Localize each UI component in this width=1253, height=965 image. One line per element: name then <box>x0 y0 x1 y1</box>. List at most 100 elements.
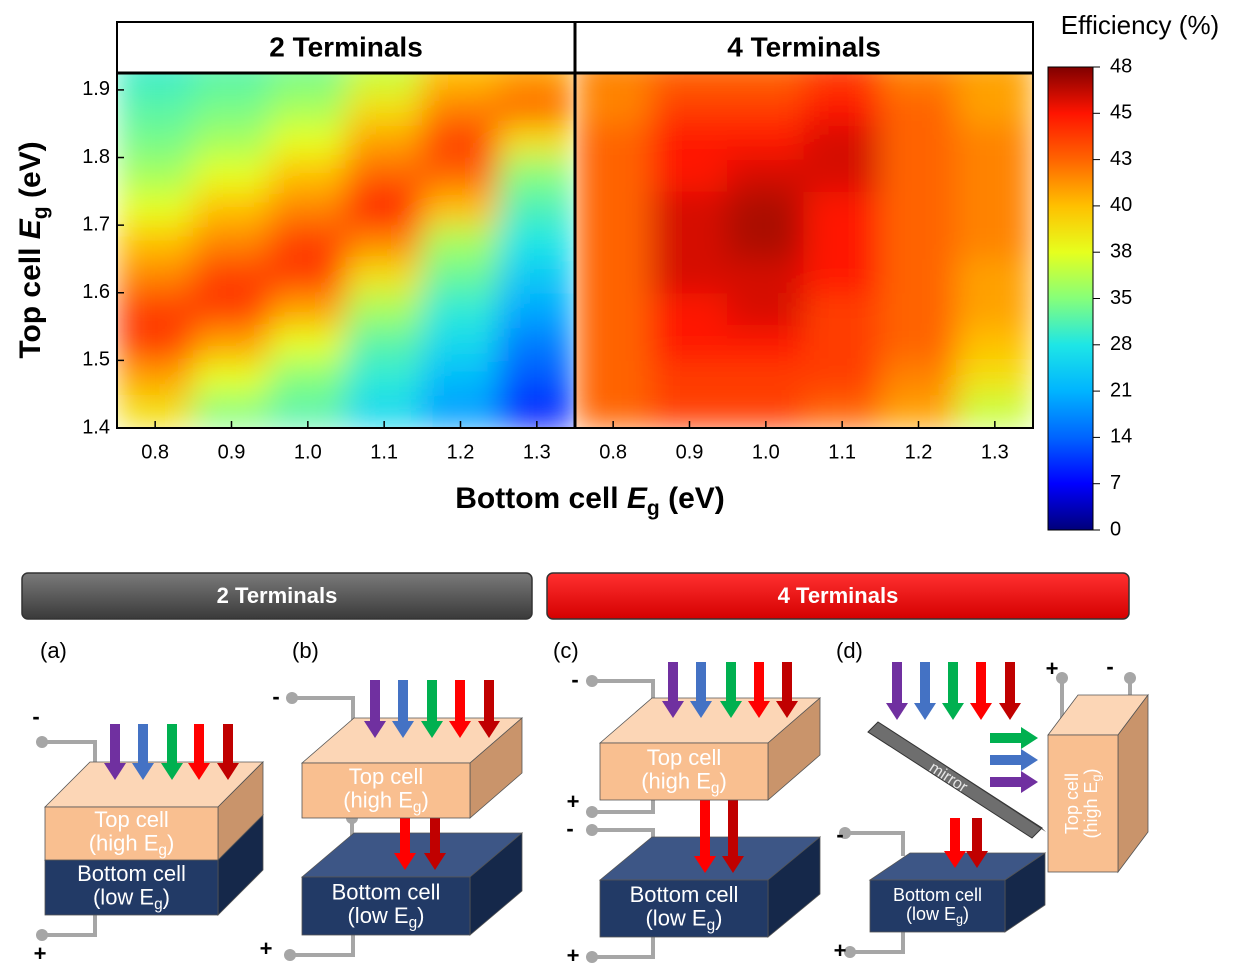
y-tick-label: 1.5 <box>82 349 110 371</box>
heatmap-cells <box>117 56 576 429</box>
heatmap-cell <box>804 157 881 192</box>
heatmap-cell <box>804 89 881 124</box>
heatmap-cell <box>117 326 194 361</box>
heatmap-cell <box>498 89 575 124</box>
colorbar-tick-label: 28 <box>1110 333 1132 355</box>
light-arrow <box>976 662 986 704</box>
heatmap-cell <box>269 191 346 226</box>
light-arrow <box>990 733 1022 743</box>
heatmap-cell <box>956 157 1033 192</box>
figure: 2 Terminals0.80.91.01.11.21.34 Terminals… <box>0 0 1253 965</box>
heatmap-cell <box>498 360 575 395</box>
cell-name: Bottom cell <box>332 880 441 905</box>
light-arrow-head <box>942 703 964 720</box>
wire <box>42 915 95 935</box>
heatmap-cell <box>804 292 881 327</box>
light-arrow <box>398 680 408 722</box>
cell-bandgap-part: (high E <box>641 768 711 793</box>
cell-bandgap-part: g <box>956 913 963 927</box>
heatmap-cell <box>804 191 881 226</box>
light-arrow-head <box>999 703 1021 720</box>
heatmap-cell <box>651 89 728 124</box>
heatmap-cell <box>880 89 957 124</box>
x-tick-label: 1.2 <box>905 441 933 463</box>
x-tick-label: 0.8 <box>599 441 627 463</box>
panel-title: 4 Terminals <box>727 31 881 62</box>
colorbar-label: Efficiency (%) <box>1061 10 1219 40</box>
cell-name: Bottom cell <box>630 882 739 907</box>
heatmap-cell <box>346 89 423 124</box>
cell-bandgap-part: g <box>158 842 167 859</box>
polarity-sign: - <box>1106 654 1113 679</box>
x-axis-label-part: g <box>647 497 660 520</box>
cell-bandgap-part: g <box>413 799 422 816</box>
colorbar-tick-label: 45 <box>1110 102 1132 124</box>
heatmap-cell <box>727 157 804 192</box>
cell-bandgap-part: (high E <box>1081 781 1101 838</box>
heatmap-cell <box>651 258 728 293</box>
group-title: 4 Terminals <box>778 583 899 608</box>
heatmap-cell <box>880 360 957 395</box>
heatmap-cell <box>727 326 804 361</box>
heatmap-cell <box>346 157 423 192</box>
wire-terminal <box>284 949 296 961</box>
mirror-label: mirror <box>926 759 971 796</box>
light-arrow <box>950 818 960 852</box>
heatmap-cell <box>651 191 728 226</box>
x-tick-label: 1.0 <box>294 441 322 463</box>
light-arrow <box>972 818 982 852</box>
heatmap-cell <box>117 191 194 226</box>
cell-bandgap-part: ) <box>417 903 424 928</box>
heatmap-cell <box>269 258 346 293</box>
heatmap-cell <box>269 225 346 260</box>
heatmap-cell <box>346 123 423 158</box>
y-axis-label-part: Top cell <box>14 239 47 358</box>
heatmap-cell <box>880 225 957 260</box>
light-arrow <box>1005 662 1015 704</box>
heatmap-cell <box>575 258 652 293</box>
colorbar <box>1048 67 1093 530</box>
heatmap-cell <box>804 225 881 260</box>
light-arrow <box>138 724 148 764</box>
x-tick-label: 1.1 <box>370 441 398 463</box>
heatmap-cell <box>498 326 575 361</box>
heatmap-cell <box>193 326 270 361</box>
light-arrow <box>400 818 410 854</box>
cell-bandgap-part: ) <box>1081 768 1101 774</box>
y-tick-label: 1.6 <box>82 281 110 303</box>
heatmap-cell <box>651 326 728 361</box>
heatmap-cell <box>346 191 423 226</box>
polarity-sign: + <box>567 789 580 814</box>
heatmap-cell <box>651 123 728 158</box>
light-arrow <box>223 724 233 764</box>
wire-terminal <box>586 806 598 818</box>
cell-bandgap-part: (low E <box>347 903 408 928</box>
polarity-sign: + <box>260 936 273 961</box>
x-tick-label: 0.8 <box>141 441 169 463</box>
heatmap-cell <box>422 89 499 124</box>
heatmap-cell <box>880 326 957 361</box>
heatmap-cell <box>269 326 346 361</box>
x-tick-label: 0.9 <box>218 441 246 463</box>
light-arrow-head <box>1021 727 1038 749</box>
heatmap-cell <box>193 258 270 293</box>
y-axis-label-part: g <box>29 206 52 219</box>
heatmap-cell <box>193 360 270 395</box>
wire-terminal <box>286 692 298 704</box>
x-axis-label: Bottom cell Eg (eV) <box>455 482 725 520</box>
heatmap-cell <box>880 157 957 192</box>
light-arrow-head <box>914 703 936 720</box>
heatmap-cell <box>422 326 499 361</box>
heatmap-cell <box>575 89 652 124</box>
heatmap-cell <box>727 258 804 293</box>
polarity-sign: + <box>34 941 47 965</box>
heatmap-cell <box>346 360 423 395</box>
x-tick-label: 1.0 <box>752 441 780 463</box>
cell-bandgap-part: (low E <box>645 905 706 930</box>
cell-bandgap-part: g <box>707 917 716 934</box>
colorbar-tick-label: 48 <box>1110 55 1132 77</box>
heatmap-cell <box>117 360 194 395</box>
cell-name: Top cell <box>1062 773 1082 834</box>
heatmap-cell <box>956 292 1033 327</box>
wire-terminal <box>1124 672 1136 684</box>
